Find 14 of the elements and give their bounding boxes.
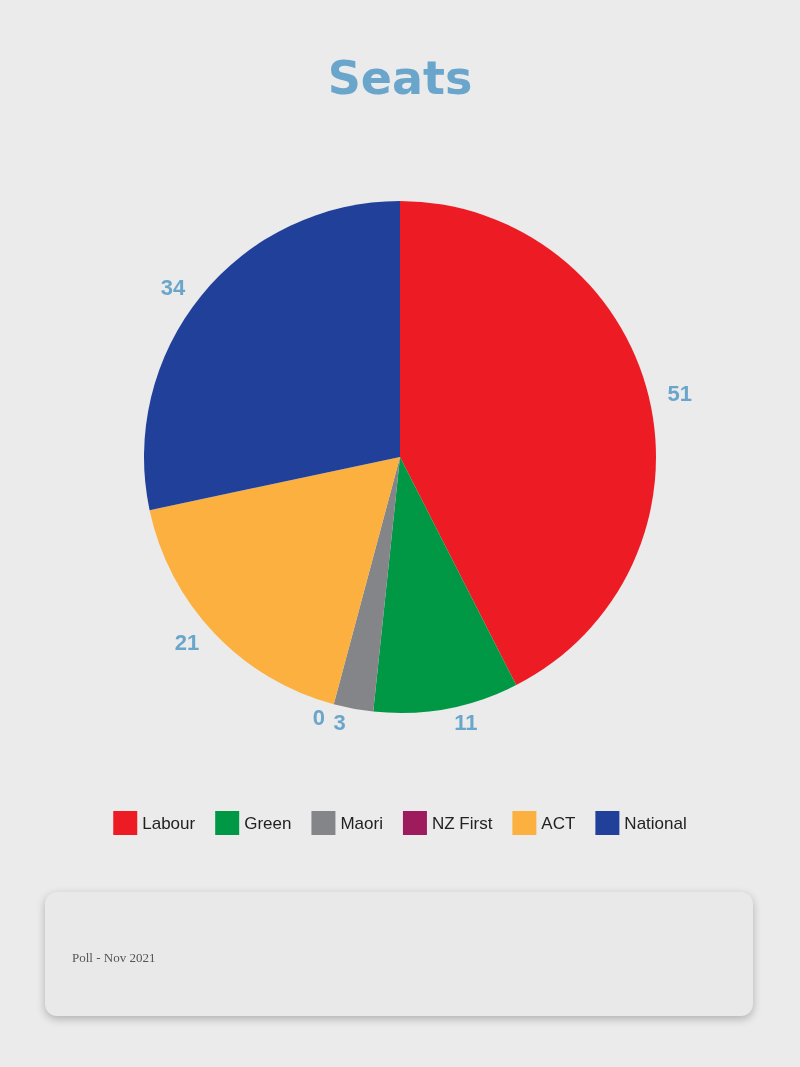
data-label: 34 <box>160 274 186 300</box>
text: 0 <box>312 705 326 731</box>
data-label: 11 <box>454 709 478 735</box>
footer-card: Poll - Nov 2021 <box>45 892 753 1016</box>
chart-title: Seats <box>327 51 473 105</box>
legend-label: National <box>624 813 687 833</box>
legend-label: Green <box>244 813 292 833</box>
legend-label: Labour <box>142 813 196 833</box>
data-label: 21 <box>174 630 200 656</box>
legend-label: NZ First <box>431 813 493 833</box>
data-label: 51 <box>667 381 693 407</box>
data-label: 3 <box>333 709 346 735</box>
legend-label: Maori <box>340 813 383 833</box>
legend-label: ACT <box>541 813 576 833</box>
